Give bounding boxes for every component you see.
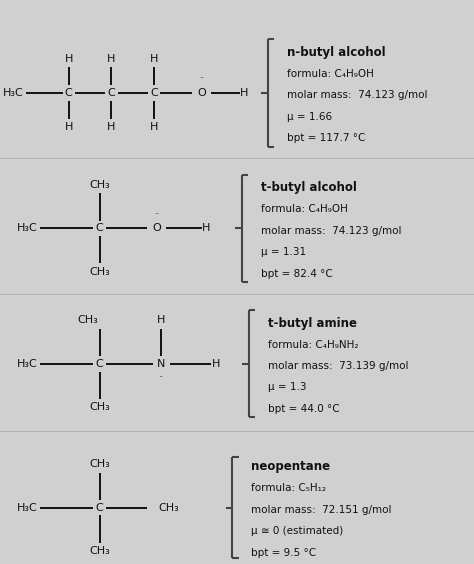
Text: ··: ·· xyxy=(154,210,159,219)
Text: CH₃: CH₃ xyxy=(159,503,180,513)
Text: ··: ·· xyxy=(199,74,204,83)
Text: C: C xyxy=(150,88,158,98)
Text: molar mass:  74.123 g/mol: molar mass: 74.123 g/mol xyxy=(287,90,427,100)
Text: H₃C: H₃C xyxy=(3,88,24,98)
Text: molar mass:  72.151 g/mol: molar mass: 72.151 g/mol xyxy=(251,505,392,515)
Text: n-butyl alcohol: n-butyl alcohol xyxy=(287,46,385,59)
Text: H: H xyxy=(64,54,73,64)
Text: bpt = 117.7 °C: bpt = 117.7 °C xyxy=(287,133,365,143)
Text: O: O xyxy=(197,88,206,98)
Text: molar mass:  73.139 g/mol: molar mass: 73.139 g/mol xyxy=(268,361,408,371)
Text: CH₃: CH₃ xyxy=(89,402,110,412)
Text: C: C xyxy=(65,88,73,98)
Text: formula: C₄H₉OH: formula: C₄H₉OH xyxy=(261,204,347,214)
Text: H₃C: H₃C xyxy=(17,223,38,233)
Text: bpt = 44.0 °C: bpt = 44.0 °C xyxy=(268,404,339,414)
Text: H: H xyxy=(150,54,158,64)
Text: formula: C₄H₉NH₂: formula: C₄H₉NH₂ xyxy=(268,340,358,350)
Text: molar mass:  74.123 g/mol: molar mass: 74.123 g/mol xyxy=(261,226,401,236)
Text: CH₃: CH₃ xyxy=(89,180,110,190)
Text: μ = 1.31: μ = 1.31 xyxy=(261,247,306,257)
Text: neopentane: neopentane xyxy=(251,460,330,474)
Text: bpt = 82.4 °C: bpt = 82.4 °C xyxy=(261,268,332,279)
Text: H: H xyxy=(64,122,73,132)
Text: H₃C: H₃C xyxy=(17,503,38,513)
Text: μ = 1.66: μ = 1.66 xyxy=(287,112,332,122)
Text: bpt = 9.5 °C: bpt = 9.5 °C xyxy=(251,548,316,558)
Text: C: C xyxy=(96,359,103,369)
Text: CH₃: CH₃ xyxy=(89,267,110,277)
Text: H: H xyxy=(202,223,210,233)
Text: H: H xyxy=(211,359,220,369)
Text: C: C xyxy=(96,503,103,513)
Text: t-butyl amine: t-butyl amine xyxy=(268,316,357,330)
Text: CH₃: CH₃ xyxy=(77,315,98,325)
Text: H: H xyxy=(107,54,116,64)
Text: H: H xyxy=(240,88,248,98)
Text: formula: C₅H₁₂: formula: C₅H₁₂ xyxy=(251,483,326,494)
Text: CH₃: CH₃ xyxy=(89,459,110,469)
Text: μ = 1.3: μ = 1.3 xyxy=(268,382,306,393)
Text: O: O xyxy=(152,223,161,233)
Text: ··: ·· xyxy=(158,373,164,382)
Text: H₃C: H₃C xyxy=(17,359,38,369)
Text: C: C xyxy=(96,223,103,233)
Text: CH₃: CH₃ xyxy=(89,546,110,556)
Text: H: H xyxy=(150,122,158,132)
Text: H: H xyxy=(107,122,116,132)
Text: H: H xyxy=(157,315,165,325)
Text: t-butyl alcohol: t-butyl alcohol xyxy=(261,181,356,195)
Text: N: N xyxy=(157,359,165,369)
Text: μ ≅ 0 (estimated): μ ≅ 0 (estimated) xyxy=(251,526,344,536)
Text: formula: C₄H₉OH: formula: C₄H₉OH xyxy=(287,69,374,79)
Text: C: C xyxy=(108,88,115,98)
